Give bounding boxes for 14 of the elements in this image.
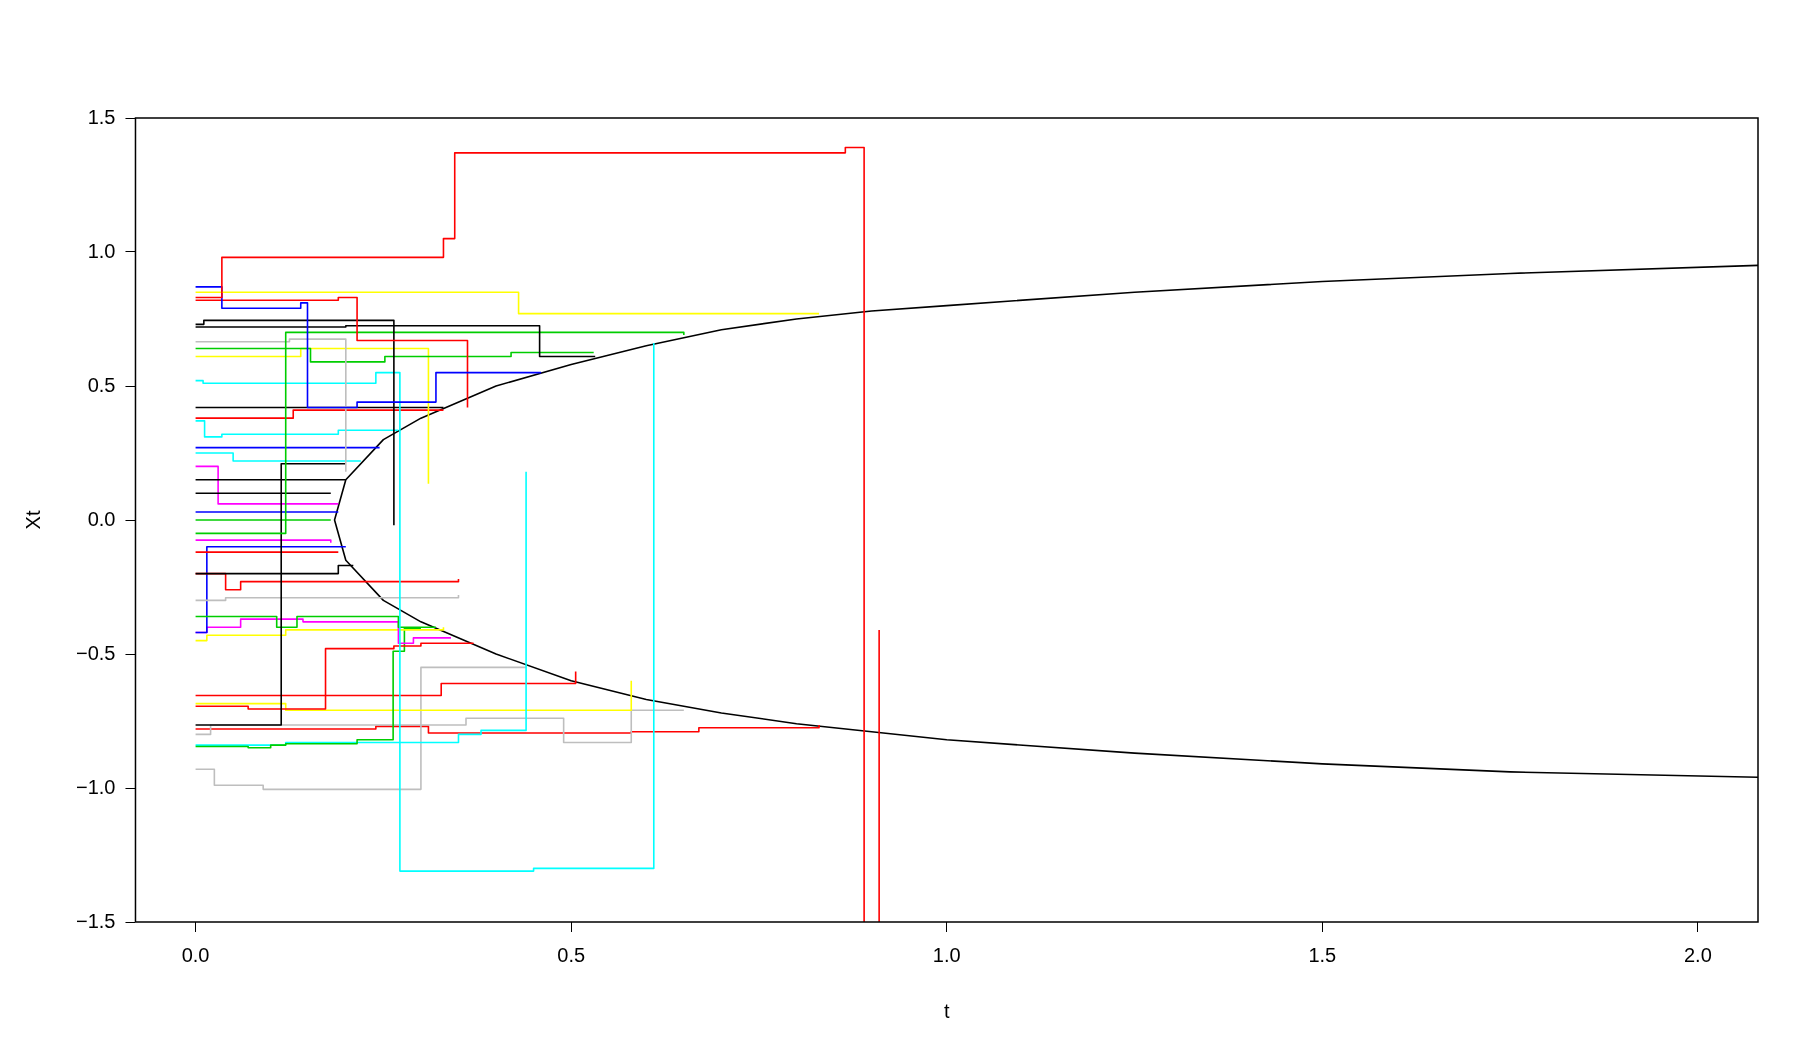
y-tick-label: −1.5 — [76, 909, 116, 932]
x-tick-label: 2.0 — [1684, 943, 1712, 966]
x-tick-label: 1.0 — [932, 943, 961, 966]
y-tick-label: 0.5 — [87, 373, 116, 396]
x-axis-title: t — [943, 999, 950, 1022]
x-tick-label: 0.0 — [181, 943, 210, 966]
y-tick-label: −1.0 — [76, 775, 116, 798]
y-tick-label: 0.0 — [87, 507, 116, 530]
y-axis-title: Xt — [21, 510, 44, 530]
y-tick-label: 1.5 — [87, 105, 116, 128]
x-tick-label: 1.5 — [1308, 943, 1337, 966]
y-tick-label: 1.0 — [87, 239, 116, 262]
x-tick-label: 0.5 — [557, 943, 586, 966]
y-tick-label: −0.5 — [76, 641, 116, 664]
